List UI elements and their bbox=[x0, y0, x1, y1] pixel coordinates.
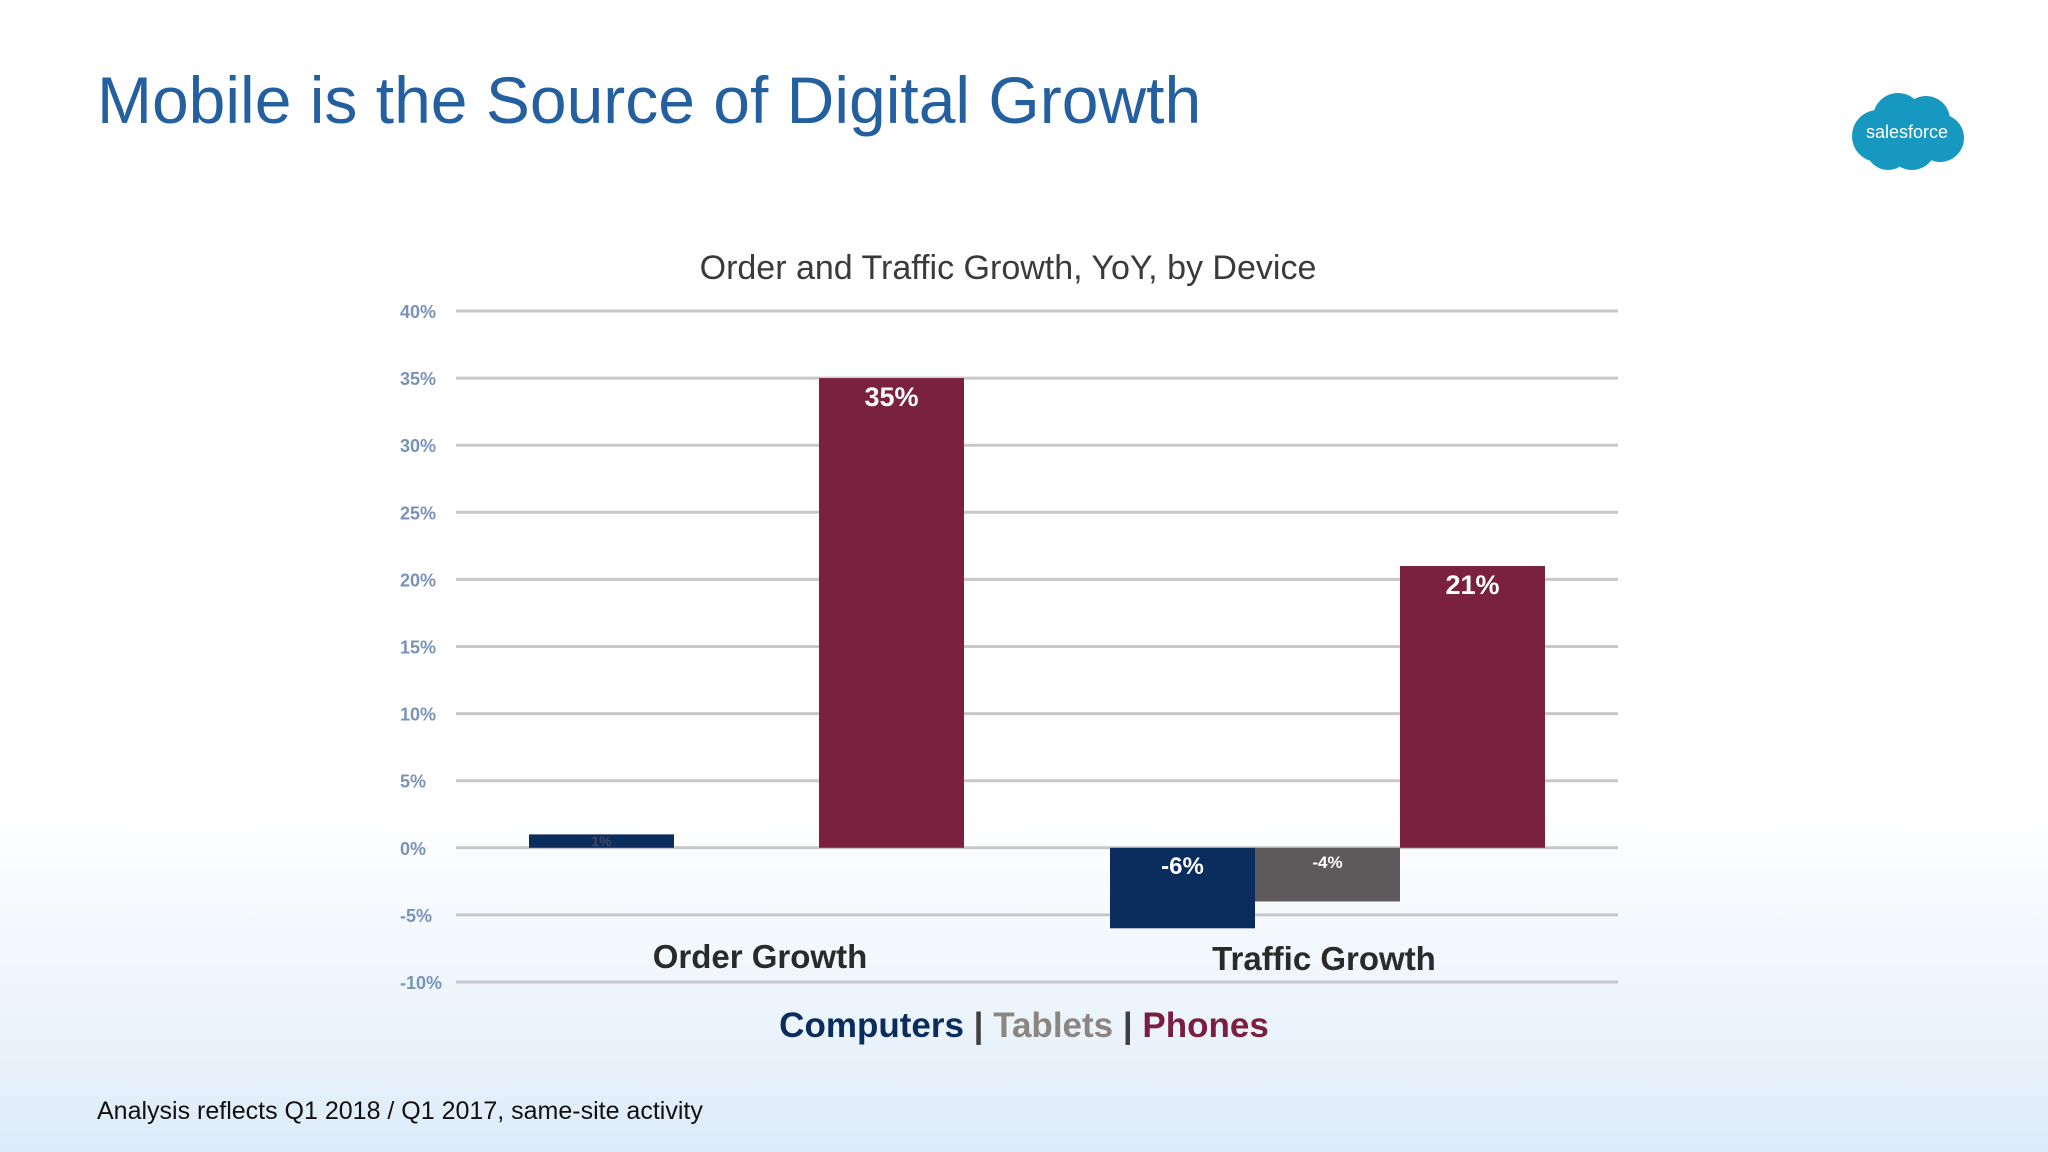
y-axis-ticks: 40% 35% 30% 25% 20% 15% 10% 5% 0% -5% -10% bbox=[400, 302, 442, 993]
bar-computers-1 bbox=[529, 834, 674, 848]
category-labels: Order Growth Traffic Growth bbox=[653, 938, 1436, 977]
data-label: -4% bbox=[1312, 853, 1342, 872]
category-label: Order Growth bbox=[653, 938, 868, 975]
salesforce-logo: salesforce bbox=[1852, 93, 1964, 170]
y-tick-label: 40% bbox=[400, 302, 436, 322]
y-tick-label: -10% bbox=[400, 973, 442, 993]
bar-phones-2 bbox=[1400, 565, 1545, 848]
footnote: Analysis reflects Q1 2018 / Q1 2017, sam… bbox=[97, 1097, 703, 1125]
bars bbox=[529, 378, 1545, 929]
cloud-icon bbox=[1852, 93, 1964, 170]
y-tick-label: 35% bbox=[400, 369, 436, 389]
legend-separator: | bbox=[1122, 1006, 1133, 1045]
y-tick-label: 5% bbox=[400, 772, 426, 792]
bar-computers-2 bbox=[1110, 847, 1255, 929]
bar-tablets-2 bbox=[1255, 847, 1400, 902]
legend: Computers | Tablets | Phones bbox=[0, 1006, 2048, 1046]
data-label: 35% bbox=[864, 382, 918, 412]
legend-item-tablets: Tablets bbox=[993, 1006, 1114, 1045]
data-labels: 1% 35% -6% -4% 21% bbox=[591, 382, 1499, 880]
data-label: -6% bbox=[1161, 853, 1204, 880]
data-label: 1% bbox=[591, 833, 612, 849]
data-label: 21% bbox=[1445, 570, 1499, 600]
y-tick-label: 0% bbox=[400, 839, 426, 859]
y-tick-label: 10% bbox=[400, 705, 436, 725]
legend-item-computers: Computers bbox=[779, 1006, 964, 1045]
legend-item-phones: Phones bbox=[1142, 1006, 1269, 1045]
y-tick-label: -5% bbox=[400, 906, 432, 926]
y-tick-label: 15% bbox=[400, 638, 436, 658]
chart-title: Order and Traffic Growth, YoY, by Device bbox=[700, 249, 1317, 287]
y-tick-label: 30% bbox=[400, 436, 436, 456]
y-tick-label: 20% bbox=[400, 570, 436, 590]
slide-title: Mobile is the Source of Digital Growth bbox=[97, 63, 1202, 137]
legend-separator: | bbox=[973, 1006, 984, 1045]
category-label: Traffic Growth bbox=[1212, 940, 1436, 977]
bar-phones-1 bbox=[819, 378, 964, 848]
logo-text: salesforce bbox=[1866, 122, 1948, 142]
y-tick-label: 25% bbox=[400, 503, 436, 523]
